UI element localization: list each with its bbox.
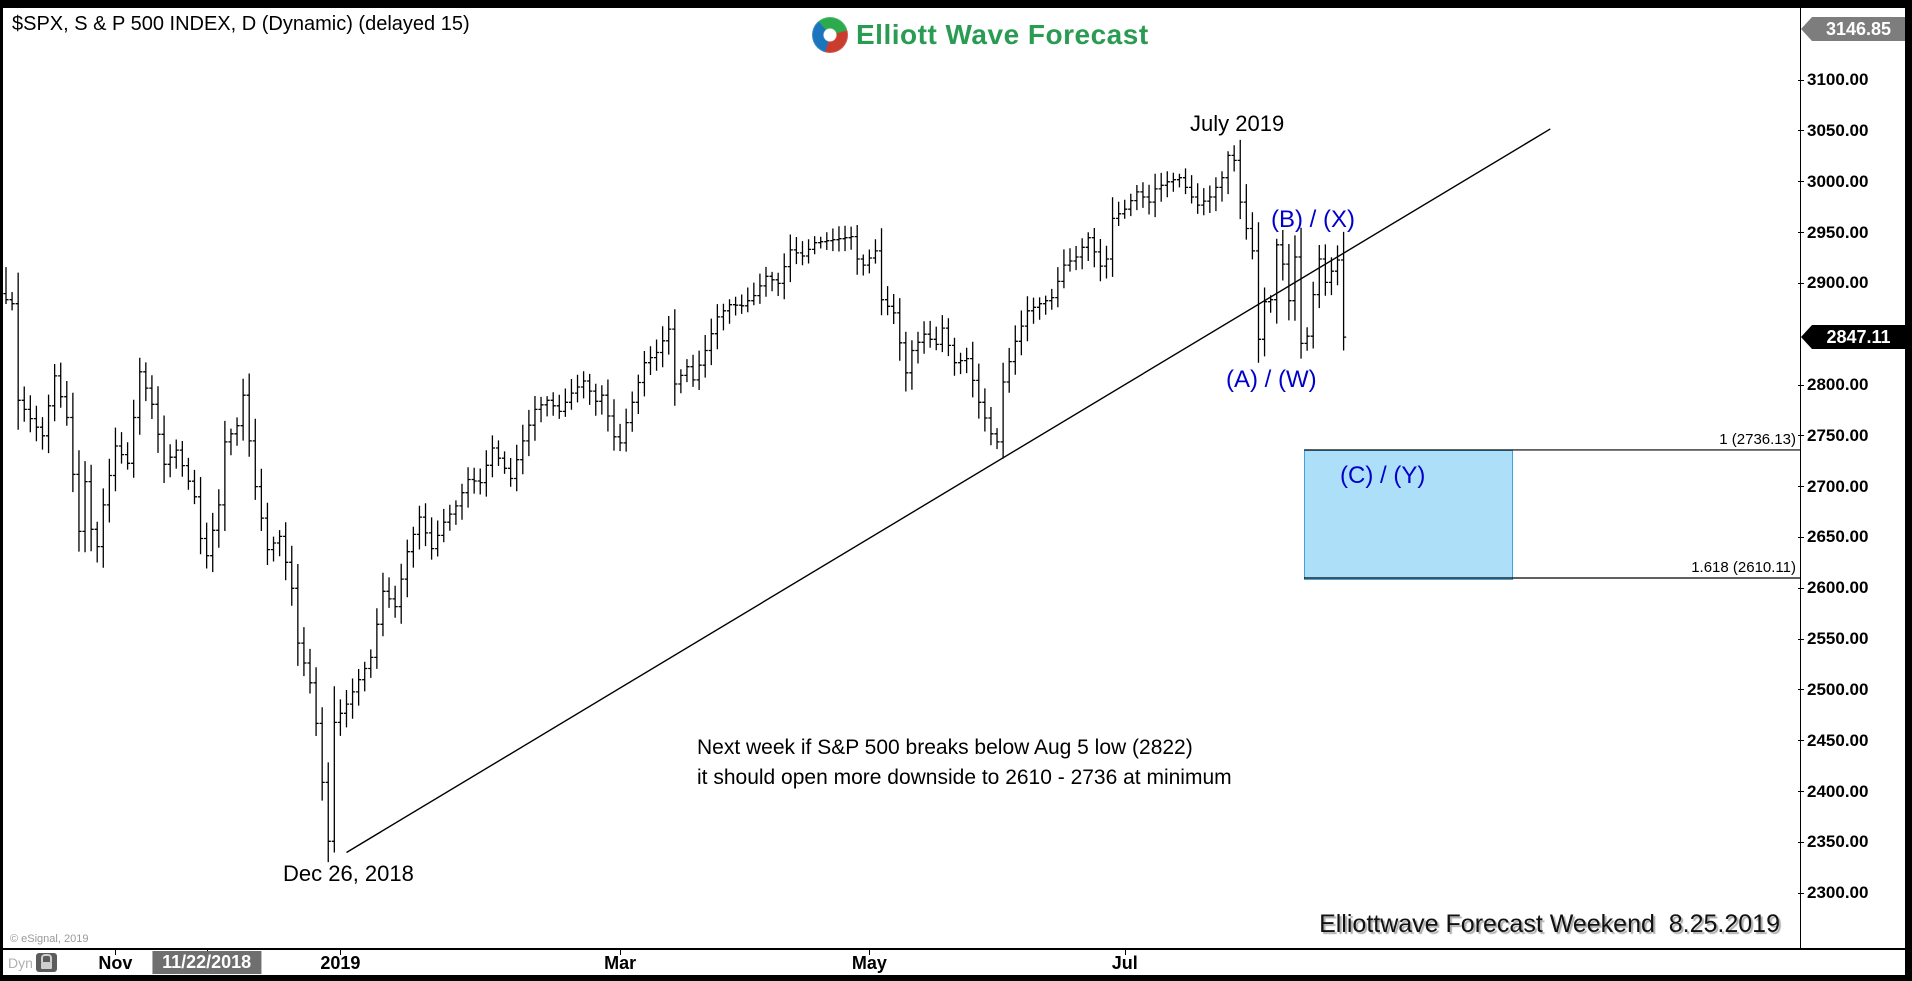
time-tick-label: Mar	[604, 953, 637, 973]
price-tick	[1798, 892, 1804, 894]
price-tick-label: 2500.00	[1807, 679, 1869, 699]
price-tick	[1798, 486, 1804, 488]
price-tick	[1798, 638, 1804, 640]
price-tick	[1798, 384, 1804, 386]
esignal-copyright: © eSignal, 2019	[10, 933, 89, 945]
price-tick-label: 2700.00	[1807, 476, 1869, 496]
chart-title: $SPX, S & P 500 INDEX, D (Dynamic) (dela…	[12, 13, 470, 35]
date-marker-badge[interactable]: 11/22/2018	[152, 951, 262, 974]
price-axis-line	[1800, 8, 1801, 948]
price-tick	[1798, 791, 1804, 792]
price-tick	[1798, 181, 1804, 183]
time-tick	[340, 950, 342, 955]
swirl-logo-icon	[812, 17, 848, 53]
price-tick	[1798, 79, 1804, 81]
price-tick-label: 3050.00	[1807, 120, 1869, 140]
plot-area[interactable]	[3, 8, 1905, 948]
price-tick-label: 3100.00	[1807, 70, 1869, 90]
price-tick-label: 2450.00	[1807, 730, 1869, 750]
annotation-wave-b-x: (B) / (X)	[1271, 206, 1355, 233]
logo-text: Elliott Wave Forecast	[856, 19, 1149, 50]
last-price-tag: 2847.11	[1801, 325, 1905, 350]
price-tick-label: 2600.00	[1807, 578, 1869, 598]
time-tick-label: Nov	[98, 953, 133, 973]
price-tick-label: 3000.00	[1807, 171, 1869, 191]
price-tick	[1798, 689, 1804, 691]
lock-body	[41, 962, 52, 969]
price-tick-label: 2550.00	[1807, 629, 1869, 649]
price-tick	[1798, 587, 1804, 589]
annotation-wave-c-y: (C) / (Y)	[1340, 462, 1426, 489]
price-tick-label: 2650.00	[1807, 527, 1869, 547]
price-tick	[1798, 232, 1804, 234]
fib-line-label: 1 (2736.13)	[1719, 430, 1796, 448]
fib-line-label: 1.618 (2610.11)	[1691, 558, 1796, 576]
elliott-wave-forecast-logo: Elliott Wave Forecast	[812, 17, 1149, 53]
time-tick-label: May	[851, 953, 887, 973]
price-tick	[1798, 435, 1804, 437]
time-axis-panel	[3, 950, 1905, 975]
time-tick	[869, 950, 871, 955]
price-tick-label: 2900.00	[1807, 273, 1869, 293]
lock-shackle	[41, 954, 52, 962]
price-tick	[1798, 130, 1804, 132]
time-tick-label: 2019	[320, 953, 361, 973]
time-tick	[115, 950, 117, 955]
lock-icon[interactable]	[36, 953, 57, 972]
price-tick-label: 2300.00	[1807, 883, 1869, 903]
price-tick	[1798, 536, 1804, 538]
price-tick	[1798, 282, 1804, 284]
price-tick-label: 2750.00	[1807, 425, 1869, 445]
time-tick	[1124, 950, 1126, 955]
annotation-note: Next week if S&P 500 breaks below Aug 5 …	[697, 736, 1232, 790]
dyn-mode-label: Dyn	[8, 955, 33, 971]
high-price-tag: 3146.85	[1801, 16, 1905, 41]
annotation-july-high: July 2019	[1190, 111, 1285, 136]
price-tick-label: 2400.00	[1807, 781, 1869, 801]
time-tick-label: Jul	[1111, 953, 1138, 973]
annotation-wave-a-w: (A) / (W)	[1226, 366, 1317, 393]
price-tick-label: 2950.00	[1807, 222, 1869, 242]
watermark-text: Elliottwave Forecast Weekend 8.25.2019	[1319, 910, 1780, 938]
price-tick-label: 2350.00	[1807, 832, 1869, 852]
price-tick	[1798, 841, 1804, 843]
annotation-dec-low: Dec 26, 2018	[283, 861, 414, 886]
price-tick	[1798, 740, 1804, 742]
time-tick	[620, 950, 622, 955]
price-tick-label: 2800.00	[1807, 375, 1869, 395]
